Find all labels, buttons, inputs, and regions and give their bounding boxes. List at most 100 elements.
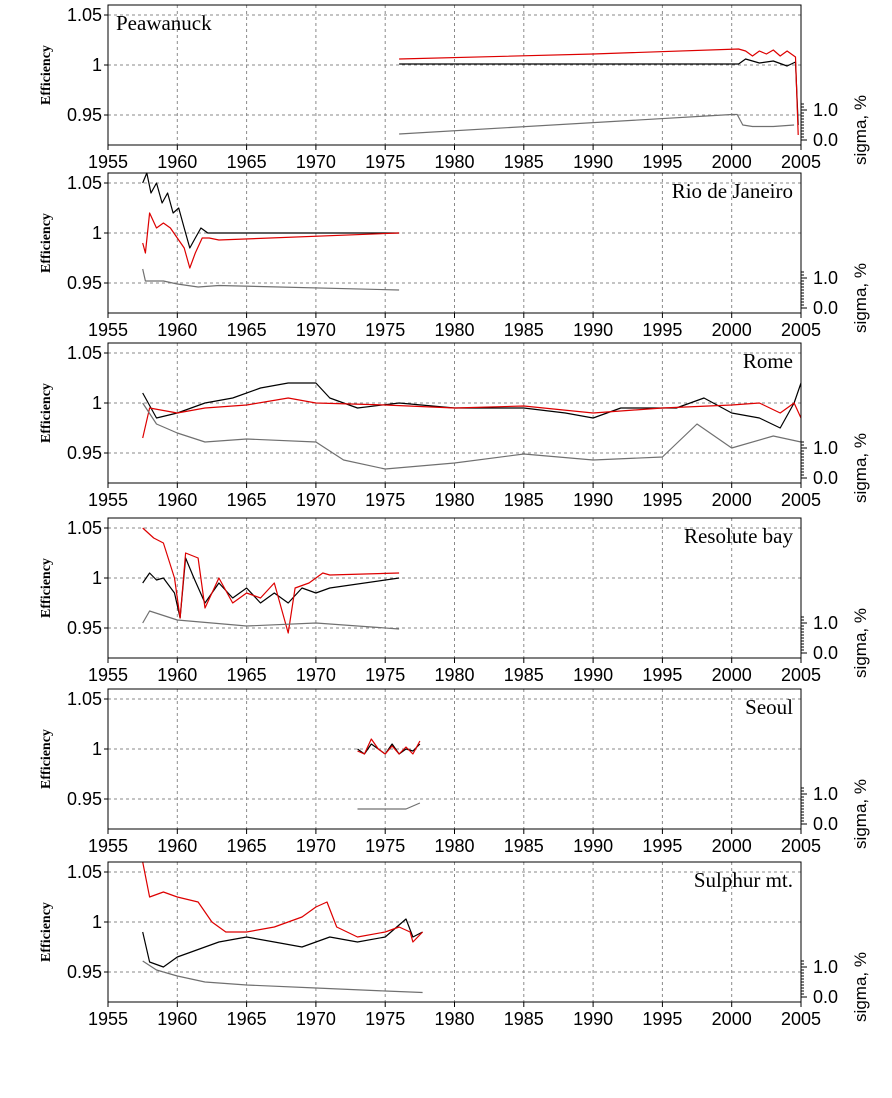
x-tick-label: 1975 (365, 836, 405, 856)
x-tick-label: 2005 (781, 1009, 821, 1029)
x-tick-label: 2005 (781, 490, 821, 510)
y-tick-label: 1.05 (67, 862, 102, 882)
sigma-tick-label: 0.0 (813, 130, 838, 150)
efficiency-series-line-2 (142, 212, 400, 269)
sigma-tick-label: 1.0 (813, 438, 838, 458)
y-tick-label: 1.05 (67, 173, 102, 193)
y-axis-label: Efficiency (39, 902, 54, 962)
x-tick-label: 1965 (227, 665, 267, 685)
x-tick-label: 1970 (296, 1009, 336, 1029)
efficiency-series-line-2 (142, 861, 424, 943)
y-axis-label: Efficiency (39, 383, 54, 443)
y-tick-label: 0.95 (67, 273, 102, 293)
sigma-series-line (142, 402, 802, 470)
x-tick-label: 2000 (712, 1009, 752, 1029)
sigma-axis-label: sigma, % (851, 779, 870, 849)
efficiency-series-line-1 (142, 918, 423, 968)
x-tick-label: 1970 (296, 665, 336, 685)
x-tick-label: 1985 (504, 490, 544, 510)
y-tick-label: 1 (92, 55, 102, 75)
x-tick-label: 1960 (157, 320, 197, 340)
x-tick-label: 1990 (573, 152, 613, 172)
y-axis-label: Efficiency (39, 558, 54, 618)
x-tick-label: 1975 (365, 490, 405, 510)
x-tick-label: 2000 (712, 490, 752, 510)
y-tick-label: 1.05 (67, 689, 102, 709)
x-tick-label: 1970 (296, 320, 336, 340)
panel-5: 0.95 1 1.05 0.0 1.0 1955 1960 1965 1970 1975 1980 1… (39, 688, 870, 856)
x-tick-label: 1975 (365, 1009, 405, 1029)
x-tick-label: 1985 (504, 320, 544, 340)
sigma-series-line (142, 610, 400, 630)
x-tick-label: 1960 (157, 665, 197, 685)
efficiency-series-line-1 (142, 172, 400, 249)
sigma-tick-label: 0.0 (813, 468, 838, 488)
y-tick-label: 1 (92, 739, 102, 759)
station-title: Rio de Janeiro (672, 179, 793, 203)
x-tick-label: 2005 (781, 665, 821, 685)
panel-3: 0.95 1 1.05 0.0 1.0 1955 1960 1965 1970 1975 1980 1… (39, 342, 870, 510)
x-tick-label: 1985 (504, 665, 544, 685)
panel-2: 0.95 1 1.05 0.0 1.0 1955 1960 1965 1970 1975 1980 1… (39, 172, 870, 340)
x-tick-label: 1990 (573, 836, 613, 856)
y-tick-label: 0.95 (67, 962, 102, 982)
sigma-tick-label: 1.0 (813, 268, 838, 288)
x-tick-label: 1995 (642, 320, 682, 340)
x-tick-label: 1955 (88, 836, 128, 856)
x-tick-label: 1960 (157, 836, 197, 856)
x-tick-label: 1955 (88, 665, 128, 685)
sigma-axis-label: sigma, % (851, 952, 870, 1022)
sigma-tick-label: 0.0 (813, 987, 838, 1007)
x-tick-label: 1990 (573, 490, 613, 510)
x-tick-label: 1980 (434, 320, 474, 340)
x-tick-label: 1970 (296, 152, 336, 172)
sigma-series-line (142, 268, 400, 291)
x-tick-label: 1995 (642, 1009, 682, 1029)
sigma-tick-label: 0.0 (813, 643, 838, 663)
efficiency-series-line-2 (142, 527, 400, 634)
x-tick-label: 2000 (712, 836, 752, 856)
y-tick-label: 1.05 (67, 518, 102, 538)
sigma-series-line (399, 113, 795, 135)
x-tick-label: 1965 (227, 490, 267, 510)
x-tick-label: 1975 (365, 665, 405, 685)
station-title: Sulphur mt. (694, 868, 793, 892)
sigma-tick-label: 0.0 (813, 298, 838, 318)
station-title: Seoul (745, 695, 793, 719)
panel-6: 0.95 1 1.05 0.0 1.0 1955 1960 1965 1970 1975 1980 1… (39, 861, 870, 1029)
y-tick-label: 1.05 (67, 343, 102, 363)
x-tick-label: 1970 (296, 490, 336, 510)
sigma-axis-label: sigma, % (851, 608, 870, 678)
y-tick-label: 0.95 (67, 618, 102, 638)
x-tick-label: 1985 (504, 152, 544, 172)
x-tick-label: 1980 (434, 152, 474, 172)
sigma-tick-label: 0.0 (813, 814, 838, 834)
x-tick-label: 1965 (227, 1009, 267, 1029)
x-tick-label: 1980 (434, 490, 474, 510)
x-tick-label: 1955 (88, 320, 128, 340)
x-tick-label: 1995 (642, 665, 682, 685)
x-tick-label: 1995 (642, 490, 682, 510)
sigma-tick-label: 1.0 (813, 100, 838, 120)
y-tick-label: 0.95 (67, 789, 102, 809)
efficiency-series-line-1 (399, 58, 799, 126)
x-tick-label: 1965 (227, 152, 267, 172)
x-tick-label: 1995 (642, 836, 682, 856)
sigma-tick-label: 1.0 (813, 613, 838, 633)
panel-4: 0.95 1 1.05 0.0 1.0 1955 1960 1965 1970 1975 1980 1… (39, 517, 870, 685)
x-tick-label: 2000 (712, 665, 752, 685)
panel-1: 0.95 1 1.05 0.0 1.0 1955 1960 1965 1970 1975 1980 1… (39, 4, 870, 172)
station-title: Rome (743, 349, 793, 373)
station-title: Resolute bay (684, 524, 794, 548)
x-tick-label: 1955 (88, 1009, 128, 1029)
y-tick-label: 0.95 (67, 443, 102, 463)
x-tick-label: 1990 (573, 320, 613, 340)
x-tick-label: 1985 (504, 1009, 544, 1029)
x-tick-label: 1960 (157, 152, 197, 172)
efficiency-series-line-2 (142, 397, 802, 439)
sigma-axis-label: sigma, % (851, 433, 870, 503)
x-tick-label: 2005 (781, 152, 821, 172)
x-tick-label: 1955 (88, 490, 128, 510)
y-tick-label: 0.95 (67, 105, 102, 125)
